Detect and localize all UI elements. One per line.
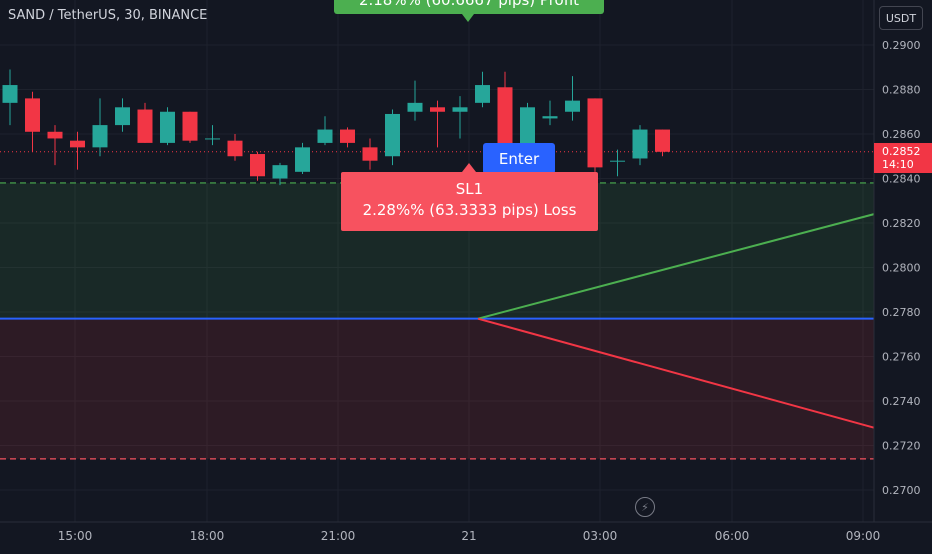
candle-up [115,107,130,126]
candle-down [587,98,603,168]
time-tick-label: 06:00 [715,529,750,543]
price-axis-bg [874,0,932,550]
loss-title: SL1 [455,180,484,198]
time-tick-label: 18:00 [190,529,225,543]
loss-zone [0,318,874,459]
time-tick-label: 09:00 [846,529,881,543]
candle-down [227,140,243,157]
price-tick-label: 0.2860 [882,128,921,141]
candle-up [632,129,648,159]
profit-label[interactable]: 2.18%% (60.6667 pips) Profit [334,0,604,22]
price-tick-label: 0.2840 [882,173,921,186]
price-tick-label: 0.2900 [882,39,921,52]
candle-down [70,140,85,148]
time-axis-bg [0,522,932,550]
candle-up [452,107,468,112]
price-tick-label: 0.2700 [882,484,921,497]
time-tick-label: 15:00 [58,529,93,543]
price-tick-label: 0.2760 [882,351,921,364]
candle-up [272,165,288,179]
bar-countdown: 14:10 [882,158,914,171]
profit-projection-line [477,213,875,320]
lightning-bolt-icon[interactable]: ⚡ [635,497,655,517]
loss-projection-line [477,317,875,429]
price-tick-label: 0.2800 [882,262,921,275]
candle-up [565,100,580,112]
price-tick-label: 0.2740 [882,395,921,408]
candle-up [610,160,625,162]
candle-up [2,85,18,103]
candle-up [160,111,175,143]
candle-down [430,107,445,112]
price-tick-label: 0.2780 [882,306,921,319]
loss-text: 2.28%% (63.3333 pips) Loss [362,201,577,219]
loss-label-box[interactable]: SL1 2.28%% (63.3333 pips) Loss [341,163,598,231]
candle-up [407,102,423,112]
candle-down [362,147,378,161]
current-price-value: 0.2852 [882,145,921,158]
candle-down [655,129,670,152]
candle-up [475,85,490,103]
candle-down [137,109,153,143]
enter-label[interactable]: Enter [483,143,555,174]
candle-down [182,111,198,141]
symbol-title: SAND / TetherUS, 30, BINANCE [8,8,208,23]
candle-up [317,129,333,143]
candle-down [250,154,265,177]
candle-up [205,138,220,140]
candle-up [295,147,310,172]
candle-down [340,129,355,143]
currency-unit-button[interactable]: USDT [879,6,923,30]
current-price-badge: 0.2852 14:10 [874,143,932,173]
time-tick-label: 21 [461,529,476,543]
time-tick-label: 21:00 [321,529,356,543]
candle-up [385,113,400,157]
price-tick-label: 0.2820 [882,217,921,230]
candle-down [25,98,40,132]
price-tick-label: 0.2880 [882,84,921,97]
price-tick-label: 0.2720 [882,440,921,453]
candle-down [47,131,63,139]
candle-up [542,116,558,119]
candle-up [92,125,108,148]
time-tick-label: 03:00 [583,529,618,543]
